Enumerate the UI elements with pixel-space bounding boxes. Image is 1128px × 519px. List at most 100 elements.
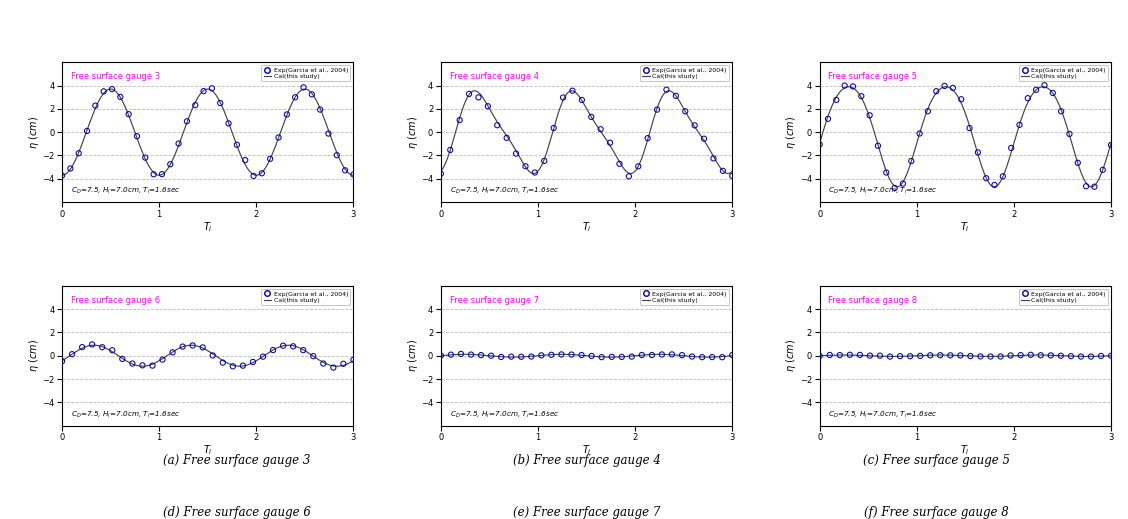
Point (1068, 159, 1086, 167)
Point (981, 352, 999, 361)
Point (319, 129, 337, 138)
Legend: Exp(Garcia et al., 2004), Cal(this study): Exp(Garcia et al., 2004), Cal(this study… (262, 65, 351, 81)
Point (869, 142, 887, 150)
Point (462, 350, 481, 359)
Point (1028, 86, 1046, 94)
Point (184, 342, 202, 350)
Point (951, 351, 969, 360)
Point (591, 125, 609, 133)
Point (582, 113, 600, 121)
Point (610, 160, 628, 168)
Point (554, 93, 572, 102)
Point (178, 117, 196, 126)
Legend: Exp(Garcia et al., 2004), Cal(this study): Exp(Garcia et al., 2004), Cal(this study… (1019, 65, 1108, 81)
Point (532, 351, 550, 360)
Point (497, 134, 515, 142)
Point (325, 363, 343, 372)
Point (1102, 141, 1120, 149)
Point (686, 121, 704, 130)
Point (563, 350, 581, 359)
Point (245, 172, 263, 180)
Point (432, 170, 450, 178)
Point (482, 351, 500, 360)
Point (620, 172, 638, 181)
Point (977, 174, 995, 182)
Point (61, 165, 79, 173)
Point (87, 102, 105, 110)
Text: Free surface gauge 3: Free surface gauge 3 (71, 72, 160, 81)
Legend: Exp(Garcia et al., 2004), Cal(this study): Exp(Garcia et al., 2004), Cal(this study… (641, 289, 729, 305)
Text: (f) Free surface gauge 8: (f) Free surface gauge 8 (864, 506, 1008, 519)
Point (932, 351, 950, 359)
Point (871, 351, 889, 360)
Point (545, 124, 563, 132)
Point (522, 352, 540, 361)
Point (1012, 351, 1030, 359)
Text: $C_D$=7.5, $H_i$=7.0cm, $T_i$=1.6sec: $C_D$=7.5, $H_i$=7.0cm, $T_i$=1.6sec (828, 186, 937, 196)
Point (113, 354, 131, 363)
Point (220, 119, 238, 128)
Point (1102, 351, 1120, 360)
Point (233, 362, 252, 370)
Point (840, 351, 858, 359)
Point (294, 83, 312, 91)
Point (851, 351, 869, 359)
Point (830, 351, 848, 359)
Text: $C_D$=7.5, $H_i$=7.0cm, $T_i$=1.6sec: $C_D$=7.5, $H_i$=7.0cm, $T_i$=1.6sec (71, 410, 180, 420)
Point (811, 140, 829, 148)
Text: $C_D$=7.5, $H_i$=7.0cm, $T_i$=1.6sec: $C_D$=7.5, $H_i$=7.0cm, $T_i$=1.6sec (828, 410, 937, 420)
Point (344, 356, 362, 364)
Point (592, 353, 610, 361)
Point (63, 350, 81, 358)
Point (647, 105, 666, 114)
Point (713, 353, 731, 361)
Point (1036, 81, 1054, 89)
Text: (c) Free surface gauge 5: (c) Free surface gauge 5 (863, 454, 1010, 467)
Point (442, 350, 460, 359)
Point (821, 351, 839, 359)
Point (693, 353, 711, 361)
Point (992, 352, 1010, 361)
Point (881, 352, 899, 361)
Point (961, 124, 979, 132)
Point (305, 352, 323, 360)
Text: Free surface gauge 6: Free surface gauge 6 (71, 296, 160, 305)
Point (186, 101, 204, 110)
X-axis label: $T_i$: $T_i$ (203, 444, 213, 457)
Point (969, 148, 987, 157)
Point (1043, 89, 1061, 97)
Point (73, 343, 91, 351)
Point (153, 356, 171, 364)
Text: (b) Free surface gauge 4: (b) Free surface gauge 4 (512, 454, 661, 467)
Point (1092, 352, 1110, 360)
Text: (d) Free surface gauge 6: (d) Free surface gauge 6 (162, 506, 311, 519)
Point (704, 154, 722, 162)
Point (1052, 107, 1070, 115)
Point (723, 172, 741, 180)
Point (836, 81, 854, 90)
Point (629, 162, 647, 171)
Point (228, 141, 246, 149)
Point (270, 133, 288, 142)
Point (613, 353, 631, 361)
Y-axis label: $\eta\ (cm)$: $\eta\ (cm)$ (27, 116, 41, 148)
Point (1082, 352, 1100, 361)
Point (70, 149, 88, 157)
X-axis label: $T_i$: $T_i$ (203, 220, 213, 234)
Legend: Exp(Garcia et al., 2004), Cal(this study): Exp(Garcia et al., 2004), Cal(this study… (1019, 289, 1108, 305)
Point (811, 352, 829, 360)
Point (127, 132, 146, 140)
Legend: Exp(Garcia et al., 2004), Cal(this study): Exp(Garcia et al., 2004), Cal(this study… (641, 65, 729, 81)
Point (302, 90, 320, 99)
Point (204, 351, 222, 360)
Point (543, 351, 561, 359)
Point (1019, 94, 1037, 102)
Point (910, 129, 928, 138)
Point (653, 350, 671, 359)
Point (535, 157, 553, 165)
X-axis label: $T_i$: $T_i$ (582, 220, 591, 234)
Point (512, 352, 530, 361)
Point (53, 357, 71, 365)
Point (274, 342, 292, 350)
Point (658, 86, 676, 94)
